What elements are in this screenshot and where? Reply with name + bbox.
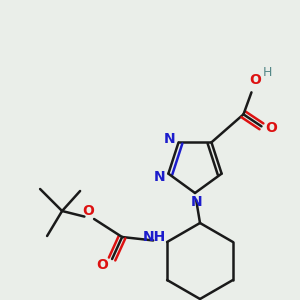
Text: O: O [266, 121, 278, 135]
Text: O: O [250, 73, 261, 87]
Text: H: H [263, 66, 272, 79]
Text: NH: NH [142, 230, 166, 244]
Text: N: N [164, 132, 176, 146]
Text: O: O [82, 204, 94, 218]
Text: N: N [154, 170, 165, 184]
Text: N: N [191, 195, 203, 209]
Text: O: O [96, 258, 108, 272]
